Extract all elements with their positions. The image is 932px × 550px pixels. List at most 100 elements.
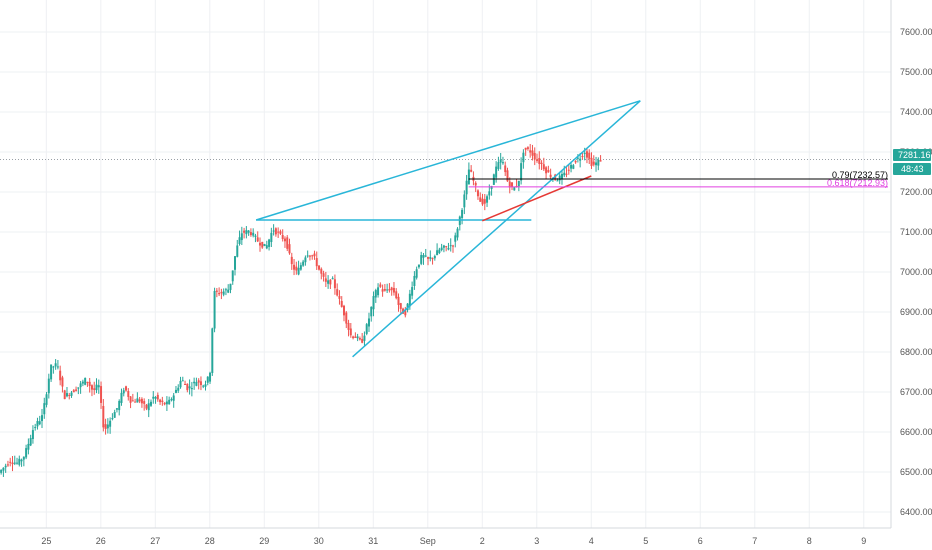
candle-body: [215, 290, 218, 292]
candle-body: [588, 152, 591, 159]
candle-body: [365, 324, 368, 334]
candle-body: [104, 424, 107, 429]
candle-body: [597, 159, 600, 166]
candle-body: [592, 161, 595, 165]
candle-body: [556, 180, 559, 182]
x-tick-label: 29: [259, 536, 269, 546]
x-tick-label: 26: [96, 536, 106, 546]
candle-body: [313, 253, 316, 257]
candle-body: [343, 305, 346, 316]
candle-body: [445, 246, 448, 248]
candle-body: [211, 328, 214, 373]
candle-body: [93, 388, 96, 390]
candle-body: [329, 279, 332, 285]
candle-body: [570, 164, 573, 169]
candle-body: [174, 389, 177, 393]
candle-body: [283, 238, 286, 242]
candle-body: [540, 162, 543, 165]
candle-body: [511, 182, 514, 187]
candle-body: [392, 287, 395, 293]
candle-body: [388, 289, 391, 291]
candle-body: [386, 289, 389, 291]
countdown-label: 48:43: [901, 164, 924, 174]
candle-body: [72, 390, 75, 393]
x-tick-label: Sep: [420, 536, 436, 546]
candle-body: [358, 338, 361, 340]
candle-body: [345, 312, 348, 324]
price-axis[interactable]: 6400.00 6500.00 6600.00 6700.00 6800.00 6900.…: [900, 27, 932, 517]
candle-body: [168, 399, 171, 405]
candle-body: [463, 194, 466, 208]
candle-body: [449, 245, 452, 247]
candle-body: [413, 275, 416, 286]
x-tick-label: 30: [314, 536, 324, 546]
candle-body: [172, 395, 175, 401]
candle-body: [34, 427, 37, 429]
candle-body: [88, 381, 91, 387]
candle-body: [199, 381, 202, 386]
trendline[interactable]: [352, 100, 641, 358]
candle-body: [118, 400, 121, 411]
candle-body: [490, 186, 493, 189]
candle-body: [229, 283, 232, 290]
candle-body: [4, 465, 7, 468]
candle-body: [320, 268, 323, 274]
candle-body: [563, 172, 566, 176]
candle-body: [47, 378, 50, 394]
trendline[interactable]: [481, 175, 592, 222]
candle-body: [81, 381, 84, 384]
candle-body: [585, 151, 588, 158]
candle-body: [474, 182, 477, 186]
candle-body: [22, 456, 25, 460]
candle-body: [247, 230, 250, 233]
fib-level-label: 0.618(7212.93): [827, 178, 888, 188]
candle-body: [558, 175, 561, 181]
candle-body: [499, 159, 502, 163]
candle-body: [254, 235, 257, 237]
y-tick-label: 7000.00: [900, 267, 932, 277]
candle-body: [134, 401, 137, 403]
candle-body: [565, 173, 568, 175]
y-tick-label: 6400.00: [900, 507, 932, 517]
candle-body: [258, 242, 261, 246]
candle-body: [154, 397, 157, 399]
x-tick-label: 31: [368, 536, 378, 546]
candle-body: [234, 256, 237, 270]
candle-body: [465, 180, 468, 195]
candle-body: [261, 241, 264, 248]
x-tick-label: 9: [861, 536, 866, 546]
x-tick-label: 25: [41, 536, 51, 546]
candle-body: [143, 401, 146, 404]
countdown-badge: [893, 163, 931, 175]
candle-body: [122, 390, 125, 394]
candle-body: [145, 404, 148, 409]
candle-body: [184, 383, 187, 385]
candle-body: [11, 462, 14, 465]
candle-body: [545, 167, 548, 174]
trendline[interactable]: [255, 100, 641, 221]
candle-body: [249, 232, 252, 236]
time-axis[interactable]: 25 26 27 28 29 30 31 Sep 2 3 4 5 6 7 8 9: [41, 536, 866, 546]
candle-body: [190, 388, 193, 390]
candle-body: [177, 387, 180, 391]
candle-body: [583, 152, 586, 154]
candle-body: [279, 231, 282, 234]
candle-body: [456, 228, 459, 238]
candle-body: [131, 400, 134, 402]
price-badges: 7281.16 48:43: [893, 149, 931, 175]
fibonacci-levels[interactable]: 0.79(7232.57)0.618(7212.93): [468, 170, 888, 188]
candle-body: [363, 335, 366, 341]
candle-body: [84, 377, 87, 385]
candle-body: [95, 384, 98, 391]
candle-body: [286, 237, 289, 249]
candle-body: [579, 158, 582, 161]
x-tick-label: 7: [752, 536, 757, 546]
candle-body: [338, 295, 341, 299]
y-tick-label: 6600.00: [900, 427, 932, 437]
x-tick-label: 5: [643, 536, 648, 546]
trendline-drawings[interactable]: [255, 100, 641, 358]
candle-body: [517, 180, 520, 187]
candle-body: [61, 377, 64, 387]
candle-body: [497, 162, 500, 169]
